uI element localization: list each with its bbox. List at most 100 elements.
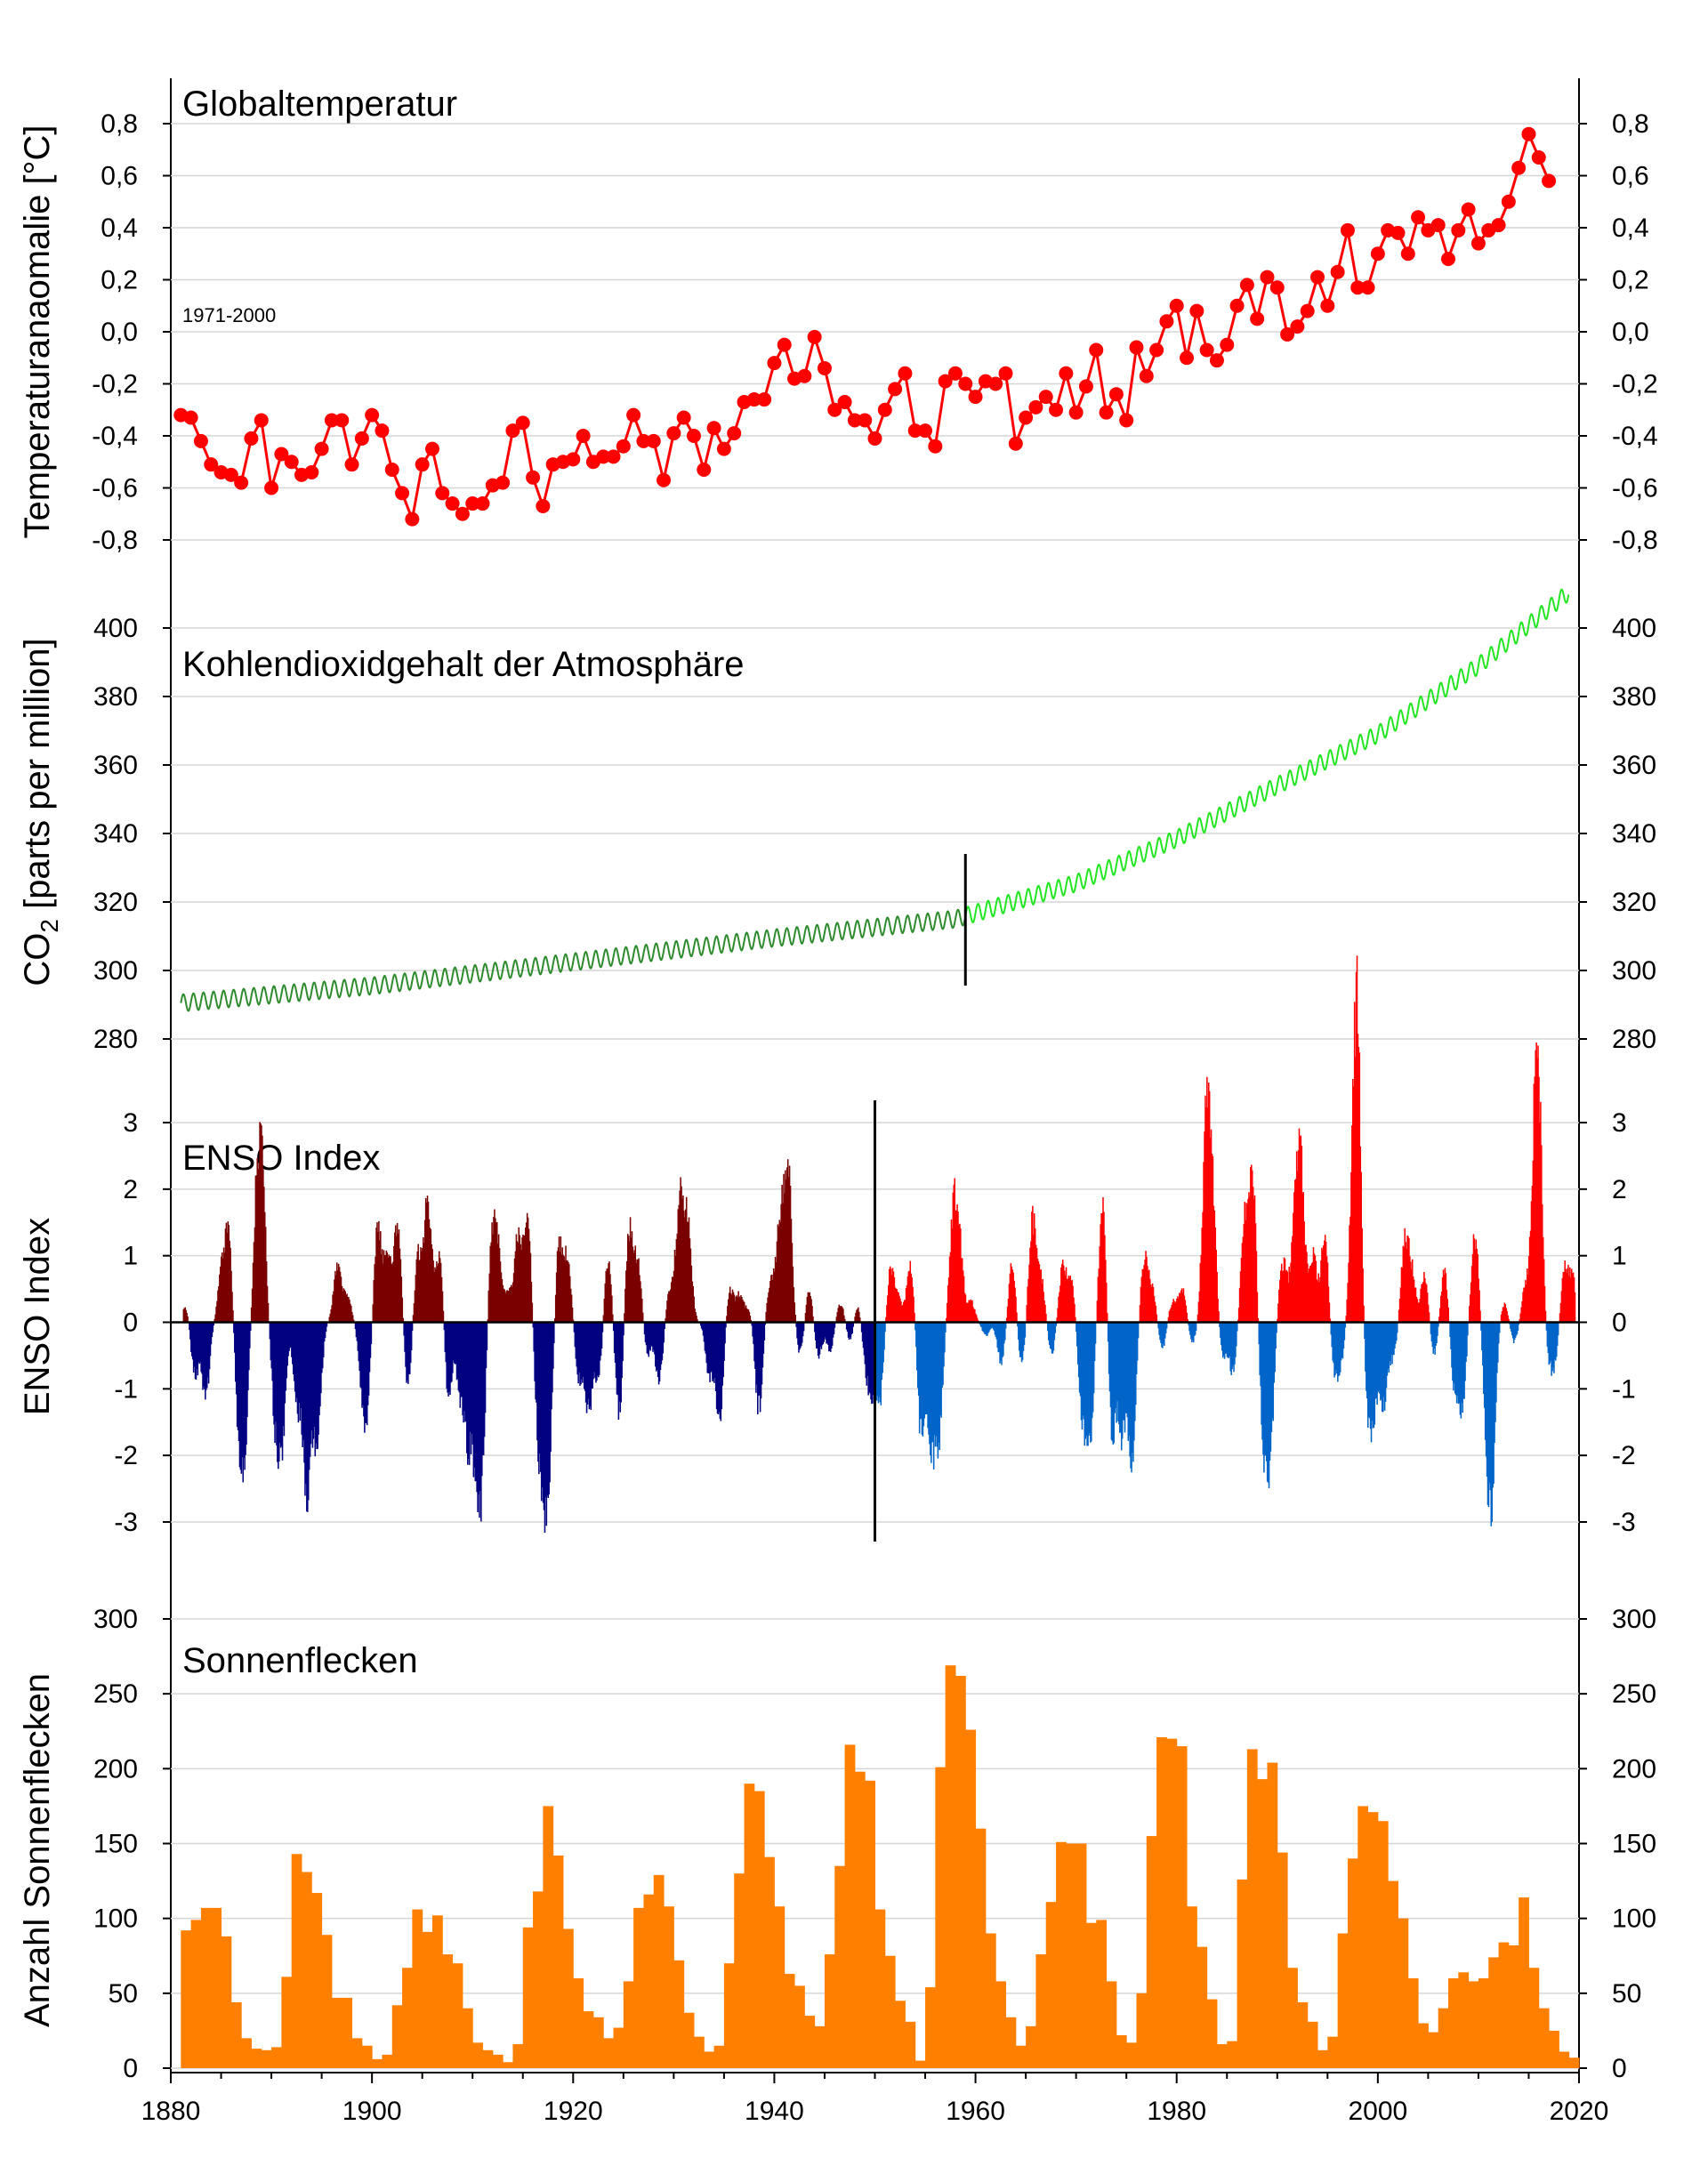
enso-bar	[1043, 1300, 1045, 1323]
enso-bar	[666, 1300, 668, 1323]
enso-bar	[1148, 1278, 1151, 1323]
enso-bar	[1265, 1322, 1268, 1461]
enso-bar	[807, 1292, 810, 1323]
enso-bar	[409, 1322, 412, 1364]
enso-bar	[1011, 1266, 1013, 1323]
enso-bar	[1204, 1131, 1205, 1323]
enso-bar	[192, 1322, 195, 1373]
sunspot-bar	[492, 2054, 504, 2068]
enso-bar	[815, 1322, 817, 1341]
enso-bar	[812, 1316, 814, 1323]
enso-bar	[1531, 1186, 1534, 1323]
sunspot-bar	[1206, 1999, 1218, 2068]
enso-bar	[700, 1322, 703, 1329]
enso-bar	[612, 1322, 615, 1332]
temperature-point	[676, 410, 691, 425]
enso-bar	[640, 1281, 641, 1323]
enso-bar	[1229, 1322, 1231, 1357]
sunspot-bar	[1418, 2023, 1429, 2068]
enso-bar	[424, 1197, 427, 1323]
enso-bar	[1089, 1322, 1091, 1434]
enso-bar	[262, 1169, 264, 1323]
temperature-point	[384, 463, 399, 478]
enso-bar	[763, 1322, 766, 1341]
enso-bar	[244, 1322, 246, 1470]
enso-bar	[1118, 1322, 1120, 1425]
enso-bar	[1467, 1322, 1469, 1336]
enso-bar	[1309, 1268, 1310, 1323]
enso-bar	[1523, 1287, 1525, 1323]
enso-bar	[1371, 1322, 1374, 1421]
enso-bar	[262, 1135, 263, 1323]
enso-bar	[1376, 1322, 1378, 1405]
enso-bar	[1320, 1260, 1322, 1323]
enso-bar	[1003, 1322, 1004, 1357]
enso-bar	[866, 1322, 868, 1376]
enso-bar	[503, 1288, 505, 1323]
temperature-point	[938, 374, 953, 389]
sunspot-bar	[452, 1963, 463, 2068]
enso-bar	[249, 1322, 251, 1349]
enso-bar	[858, 1307, 859, 1323]
enso-bar	[483, 1322, 486, 1437]
enso-bar	[582, 1322, 584, 1383]
enso-bar	[982, 1322, 985, 1332]
sunspot-bar	[543, 1806, 554, 2068]
enso-bar	[415, 1275, 417, 1323]
enso-bar	[733, 1294, 736, 1323]
enso-bar	[745, 1305, 747, 1323]
enso-bar	[1545, 1322, 1548, 1331]
enso-bar	[528, 1241, 531, 1323]
enso-bar	[522, 1234, 524, 1323]
enso-bar	[1443, 1275, 1446, 1323]
enso-bar	[699, 1322, 702, 1326]
enso-bar	[802, 1322, 805, 1332]
temperature-point	[1501, 194, 1516, 209]
enso-bar	[217, 1290, 219, 1323]
enso-bar	[924, 1322, 927, 1414]
sunspot-bar	[824, 1954, 835, 2068]
sunspot-bar	[1156, 1736, 1167, 2068]
enso-bar	[661, 1322, 664, 1361]
enso-bar	[1536, 1058, 1538, 1323]
temperature-point	[1320, 298, 1335, 313]
enso-bar	[995, 1322, 998, 1340]
enso-bar	[796, 1322, 798, 1339]
enso-bar	[462, 1322, 463, 1416]
enso-bar	[771, 1274, 773, 1323]
enso-bar	[441, 1291, 444, 1323]
enso-bar	[321, 1322, 323, 1373]
enso-bar	[769, 1281, 771, 1323]
enso-bar	[1441, 1276, 1444, 1323]
temperature-point	[375, 423, 390, 439]
enso-bar	[879, 1322, 882, 1403]
enso-bar	[721, 1322, 723, 1386]
temperature-point	[1078, 379, 1093, 394]
enso-bar	[610, 1284, 612, 1323]
enso-bar	[864, 1322, 866, 1365]
y-tick-label-left: 200	[93, 1754, 138, 1783]
enso-bar	[1497, 1322, 1499, 1363]
enso-bar	[452, 1322, 455, 1361]
enso-bar	[1229, 1322, 1231, 1372]
temperature-point	[1300, 303, 1315, 318]
enso-bar	[1062, 1265, 1065, 1323]
enso-bar	[1225, 1322, 1228, 1354]
temperature-point	[1360, 280, 1375, 295]
enso-bar	[220, 1266, 222, 1323]
enso-bar	[1506, 1310, 1508, 1323]
enso-bar	[890, 1268, 892, 1323]
enso-bar	[544, 1322, 546, 1534]
enso-bar	[1245, 1220, 1246, 1323]
enso-bar	[668, 1291, 670, 1323]
sunspot-bar	[592, 2017, 604, 2068]
sunspot-bar	[422, 1931, 433, 2068]
enso-bar	[422, 1247, 423, 1323]
enso-bar	[1309, 1265, 1312, 1323]
enso-bar	[913, 1296, 914, 1323]
enso-bar	[238, 1322, 241, 1468]
enso-bar	[425, 1202, 428, 1323]
enso-bar	[330, 1309, 332, 1323]
enso-bar	[648, 1322, 650, 1357]
enso-bar	[1337, 1322, 1339, 1382]
